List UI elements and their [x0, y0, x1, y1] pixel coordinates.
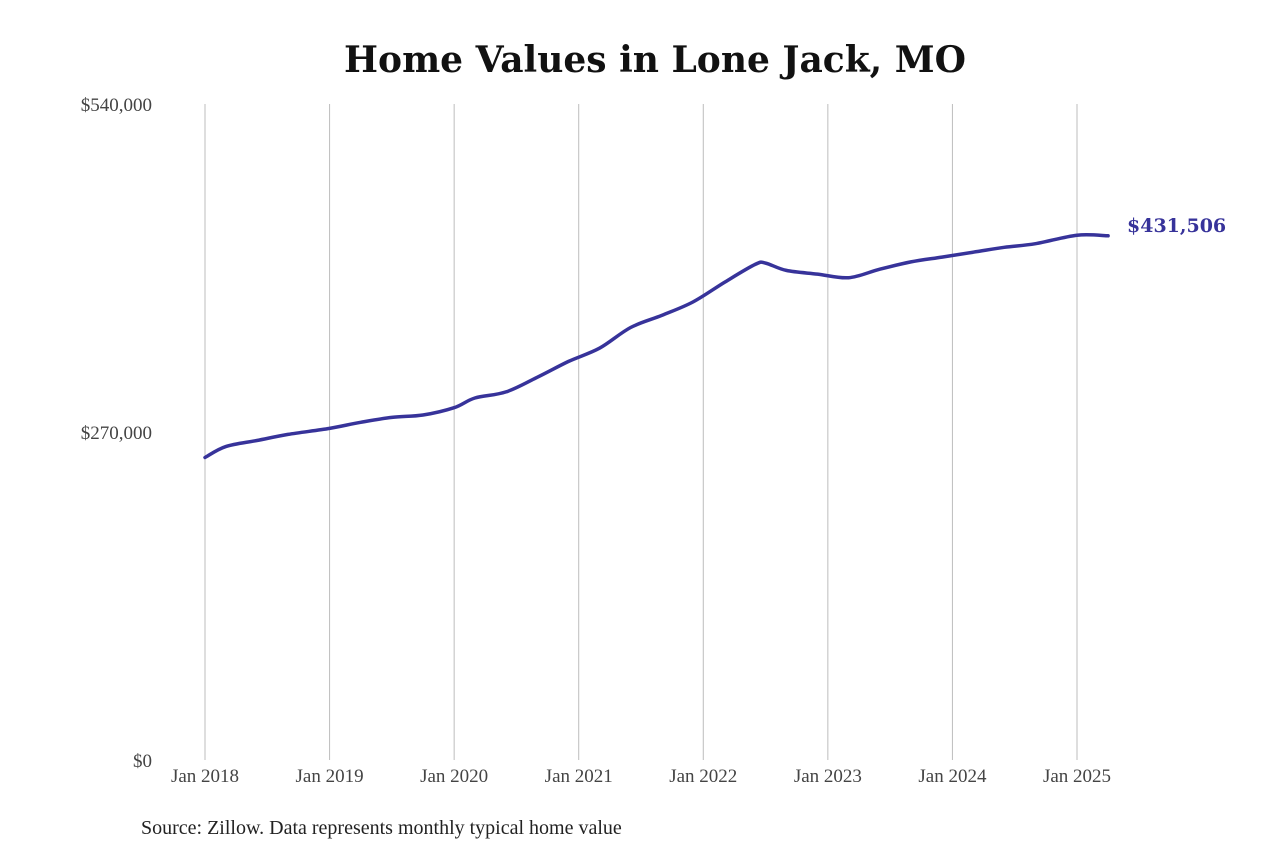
chart-title: Home Values in Lone Jack, MO: [344, 39, 966, 81]
x-tick-label: Jan 2024: [918, 766, 987, 787]
x-axis-ticks: Jan 2018 Jan 2019 Jan 2020 Jan 2021 Jan 2022…: [171, 766, 1111, 787]
y-tick-label: $270,000: [81, 423, 152, 444]
series-layer: [203, 232, 1110, 460]
series-line-0: [203, 232, 1110, 460]
x-tick-label: Jan 2023: [794, 766, 862, 787]
x-tick-label: Jan 2025: [1043, 766, 1111, 787]
y-tick-label: $540,000: [81, 95, 152, 116]
gridlines: [204, 104, 1078, 760]
x-tick-label: Jan 2020: [420, 766, 488, 787]
x-tick-label: Jan 2022: [669, 766, 737, 787]
x-tick-label: Jan 2019: [296, 766, 364, 787]
source-note: Source: Zillow. Data represents monthly …: [141, 817, 622, 839]
x-tick-label: Jan 2018: [171, 766, 239, 787]
y-axis-ticks: $0 $270,000 $540,000: [81, 95, 152, 772]
last-value-label: $431,506: [1127, 215, 1226, 237]
x-tick-label: Jan 2021: [545, 766, 613, 787]
y-tick-label: $0: [133, 751, 152, 772]
